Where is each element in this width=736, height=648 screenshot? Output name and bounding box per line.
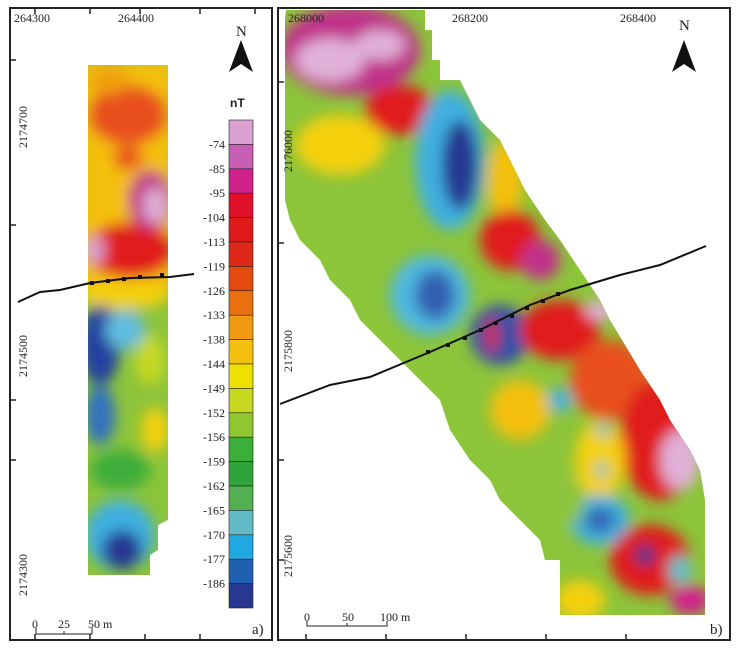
legend-label: -149 [203, 381, 225, 395]
y-tick-b-1: 2175800 [281, 330, 295, 372]
x-tick-b-2: 268400 [620, 11, 656, 25]
color-legend: -74 -85 -95 -104 -113 -119 -126 -133 -138 -144 -14… [203, 119, 254, 609]
legend-label: -156 [203, 430, 225, 444]
legend-label: -162 [203, 479, 225, 493]
north-label-b: N [679, 18, 690, 34]
legend-swatch [228, 485, 254, 511]
svg-text:0: 0 [304, 610, 310, 624]
legend-label: -104 [203, 211, 225, 225]
legend-label: -74 [209, 137, 225, 151]
panel-a-ticks [10, 8, 256, 640]
legend-label: -177 [203, 552, 225, 566]
legend-unit: nT [230, 96, 245, 110]
legend-swatch [228, 339, 254, 365]
svg-text:50: 50 [342, 610, 354, 624]
svg-text:25: 25 [58, 617, 70, 631]
legend-label: -138 [203, 333, 225, 347]
svg-text:50 m: 50 m [88, 617, 113, 631]
legend-swatch [228, 192, 254, 218]
legend-label: -113 [203, 235, 225, 249]
panel-b-label: b) [710, 622, 723, 638]
legend-swatch [228, 266, 254, 292]
panel-b-map [285, 10, 705, 615]
svg-text:0: 0 [32, 617, 38, 631]
legend-label: -95 [209, 186, 225, 200]
legend-label: -152 [203, 406, 225, 420]
legend-swatch [228, 168, 254, 194]
legend-label: -85 [209, 162, 225, 176]
legend-swatch [228, 461, 254, 487]
y-tick-a-0: 2174700 [16, 106, 30, 148]
legend-label: -144 [203, 357, 225, 371]
legend-label: -170 [203, 528, 225, 542]
scale-bar-b: 0 50 100 m [304, 610, 411, 627]
legend-label: -159 [203, 455, 225, 469]
x-tick-b-1: 268200 [452, 11, 488, 25]
legend-swatch [228, 583, 254, 609]
legend-swatch [228, 510, 254, 536]
y-tick-b-2: 2175600 [281, 535, 295, 577]
legend-swatch [228, 217, 254, 243]
panel-b-frame [277, 7, 731, 641]
y-tick-b-0: 2176000 [281, 130, 295, 172]
legend-label: -133 [203, 308, 225, 322]
legend-swatch [228, 241, 254, 267]
legend-label: -126 [203, 284, 225, 298]
panel-b-ticks [278, 81, 627, 640]
legend-swatch [228, 119, 254, 145]
y-tick-a-1: 2174500 [16, 335, 30, 377]
legend-swatch [228, 388, 254, 414]
north-label-a: N [236, 24, 247, 40]
legend-swatch [228, 558, 254, 584]
legend-label: -119 [203, 259, 225, 273]
legend-swatch [228, 363, 254, 389]
legend-swatch [228, 412, 254, 438]
legend-swatch [228, 290, 254, 316]
panel-a-frame [9, 7, 273, 641]
legend-swatch [228, 534, 254, 560]
profile-points-b [426, 292, 560, 354]
x-tick-b-0: 268000 [288, 11, 324, 25]
svg-text:100 m: 100 m [380, 610, 411, 624]
x-tick-a-1: 264400 [118, 11, 154, 25]
legend-swatch [228, 436, 254, 462]
north-arrow-a: N [229, 24, 253, 72]
panel-a-map [88, 65, 168, 575]
scale-bar-a: 0 25 50 m [32, 617, 113, 635]
road-line-b [279, 245, 707, 405]
legend-label: -165 [203, 503, 225, 517]
y-tick-a-2: 2174300 [16, 554, 30, 596]
x-tick-a-0: 264300 [14, 11, 50, 25]
panel-a-label: a) [252, 622, 264, 638]
north-arrow-b: N [672, 18, 696, 72]
legend-label: -186 [203, 577, 225, 591]
profile-points-a [90, 273, 164, 285]
legend-swatch [228, 314, 254, 340]
legend-swatch [228, 144, 254, 170]
